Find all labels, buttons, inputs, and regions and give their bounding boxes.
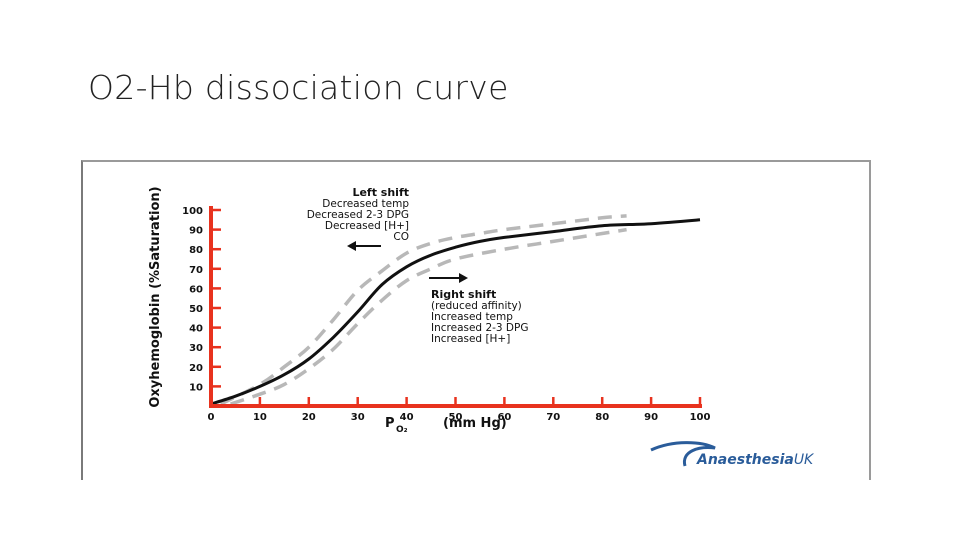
x-tick-label: 50: [449, 412, 463, 423]
x-tick-label: 80: [595, 412, 609, 423]
x-axis-label-main: P: [385, 416, 395, 431]
series-layer: [210, 214, 701, 406]
y-tick-label: 10: [189, 382, 203, 393]
logo-text: AnaesthesiaUK: [696, 452, 815, 468]
left-shift-line: Decreased 2-3 DPG: [307, 209, 409, 221]
x-tick-label: 0: [208, 412, 215, 423]
right-shift-heading: Right shift: [431, 288, 496, 301]
y-tick-label: 50: [189, 304, 203, 315]
oxygen-dissociation-chart: 0 10 20 30 40 50 60 70 80 90 100 10 20 30 40 50 60 70 80 90…: [148, 186, 815, 468]
anaesthesia-uk-logo: AnaesthesiaUK: [650, 441, 815, 468]
logo-swoosh-icon: [650, 441, 716, 467]
left-shift-line: CO: [393, 231, 409, 243]
right-shift-line: Increased temp: [431, 311, 513, 323]
y-tick-label: 80: [189, 245, 203, 256]
left-shift-heading: Left shift: [352, 186, 409, 199]
shifted-curve-line: [220, 214, 627, 406]
y-tick-label: 40: [189, 324, 203, 335]
x-tick-label: 60: [497, 412, 511, 423]
x-tick-label: 20: [302, 412, 316, 423]
right-arrow-icon: [429, 273, 468, 283]
y-tick-label: 20: [189, 363, 203, 374]
right-shift-line: Increased 2-3 DPG: [431, 322, 528, 334]
y-tick-label: 100: [182, 206, 203, 217]
x-tick-label: 10: [253, 412, 267, 423]
shifted-curve-line: [230, 227, 627, 406]
x-tick-label: 90: [644, 412, 658, 423]
left-shift-line: Decreased temp: [322, 198, 409, 210]
right-shift-annotation: Right shift (reduced affinity) Increased…: [429, 273, 528, 345]
y-tick-label: 30: [189, 343, 203, 354]
x-tick-label: 30: [351, 412, 365, 423]
right-shift-line: (reduced affinity): [431, 300, 522, 312]
x-axis-label-sub: O₂: [396, 425, 408, 435]
left-shift-annotation: Left shift Decreased temp Decreased 2-3 …: [307, 186, 409, 251]
x-tick-label: 40: [400, 412, 414, 423]
x-tick-label: 70: [546, 412, 560, 423]
y-tick-label: 90: [189, 226, 203, 237]
x-axis-label: P O₂ (mm Hg): [385, 416, 507, 435]
left-arrow-icon: [347, 241, 381, 251]
x-tick-label: 100: [690, 412, 711, 423]
axes-layer: 0 10 20 30 40 50 60 70 80 90 100 10 20 30 40 50 60 70 80 90…: [182, 206, 710, 423]
y-tick-label: 70: [189, 265, 203, 276]
left-shift-line: Decreased [H+]: [325, 220, 409, 232]
right-shift-line: Increased [H+]: [431, 333, 510, 345]
x-axis-label-unit: (mm Hg): [443, 416, 507, 431]
y-tick-label: 60: [189, 284, 203, 295]
chart-frame: 0 10 20 30 40 50 60 70 80 90 100 10 20 30 40 50 60 70 80 90…: [81, 160, 871, 480]
normal-curve-line: [210, 218, 701, 406]
slide-title: O2-Hb dissociation curve: [88, 68, 509, 107]
y-axis-label: Oxyhemoglobin (%Saturation): [148, 186, 163, 407]
